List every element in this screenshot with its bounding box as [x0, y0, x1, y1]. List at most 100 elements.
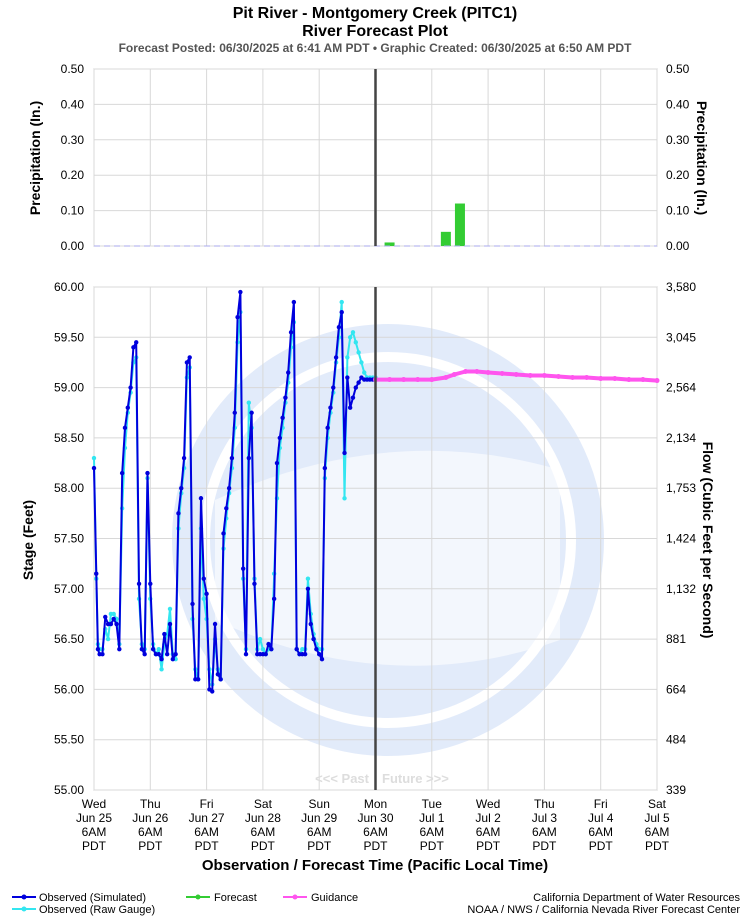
x-tick-label: Thu — [534, 797, 555, 811]
x-tick-label: Jul 1 — [419, 811, 445, 825]
series-point — [305, 576, 311, 581]
x-tick-label: Jun 26 — [132, 811, 168, 825]
series-point — [195, 677, 201, 682]
precip-yticks-left: 0.00 0.10 0.20 0.30 0.40 0.50 — [61, 62, 85, 253]
flow-ytick-label: 484 — [666, 733, 686, 747]
legend-label: Observed (Simulated) — [39, 892, 146, 904]
series-point — [131, 345, 136, 350]
stage-ytick-label: 58.00 — [54, 481, 84, 495]
series-point — [114, 621, 119, 627]
series-observed-simulated- — [91, 289, 378, 694]
series-point — [302, 651, 308, 657]
precip-ytick-label-right: 0.20 — [666, 168, 690, 182]
series-point — [339, 299, 344, 305]
precip-panel: 0.00 0.10 0.20 0.30 0.40 0.50 0.00 0.10 0.20 0.3… — [27, 62, 710, 253]
series-point — [190, 601, 195, 607]
series-point — [179, 486, 184, 491]
x-axis-label: Observation / Forecast Time (Pacific Loc… — [202, 857, 548, 874]
stage-ytick-label: 55.00 — [54, 783, 84, 797]
series-point — [280, 415, 285, 420]
series-point — [201, 596, 206, 602]
x-tick-label: PDT — [82, 839, 107, 853]
series-point — [108, 621, 114, 627]
series-point — [125, 405, 130, 410]
series-point — [499, 371, 505, 377]
series-point — [224, 506, 229, 511]
series-point — [91, 465, 97, 471]
stage-yticks-right: 339 484 664 881 1,132 1,424 1,753 2,134 2,564 3,0… — [666, 280, 696, 797]
x-tick-label: PDT — [251, 839, 276, 853]
x-tick-label: 6AM — [251, 825, 276, 839]
series-point — [401, 377, 407, 383]
series-point — [356, 350, 361, 355]
precip-ytick-label: 0.00 — [61, 239, 85, 253]
series-point — [238, 289, 243, 295]
series-point — [356, 380, 361, 385]
legend-forecast: Forecast — [186, 892, 257, 904]
stage-panel: 55.00 55.50 56.00 56.50 57.00 57.50 58.00 58.50… — [20, 280, 716, 797]
series-point — [266, 641, 271, 647]
series-point — [226, 486, 232, 491]
series-point — [145, 470, 150, 476]
x-tick-label: PDT — [420, 839, 445, 853]
series-point — [243, 651, 249, 657]
x-tick-label: 6AM — [194, 825, 219, 839]
precip-ylabel-right: Precipitation (In.) — [694, 101, 710, 215]
series-point — [350, 395, 356, 400]
series-point — [103, 614, 108, 620]
series-point — [111, 616, 116, 622]
stage-ytick-label: 58.50 — [54, 431, 84, 445]
series-point — [305, 586, 311, 591]
series-point — [474, 369, 480, 375]
x-tick-label: 6AM — [138, 825, 163, 839]
precip-ytick-label-right: 0.00 — [666, 239, 690, 253]
series-point — [210, 689, 215, 694]
series-point — [156, 646, 161, 652]
precip-ytick-label-right: 0.10 — [666, 204, 690, 218]
series-point — [167, 606, 173, 612]
x-tick-label: 6AM — [82, 825, 107, 839]
series-point — [274, 460, 280, 466]
stage-yticks-left: 55.00 55.50 56.00 56.50 57.00 57.50 58.00 58.50… — [54, 280, 84, 797]
posted-info: Forecast Posted: 06/30/2025 at 6:41 AM P… — [119, 41, 633, 55]
chart-title: Pit River - Montgomery Creek (PITC1) — [233, 5, 518, 22]
x-tick-label: 6AM — [476, 825, 501, 839]
series-point — [283, 395, 288, 400]
flow-ytick-label: 3,045 — [666, 330, 696, 344]
series-point — [134, 340, 139, 345]
x-tick-label: PDT — [138, 839, 163, 853]
series-point — [331, 385, 336, 390]
series-point — [170, 657, 176, 662]
series-point — [314, 646, 319, 652]
series-line — [375, 369, 658, 383]
series-point — [136, 581, 142, 586]
series-point — [353, 385, 358, 390]
series-point — [246, 455, 252, 461]
series-point — [91, 455, 97, 461]
flow-ytick-label: 881 — [666, 632, 686, 646]
stage-ytick-label: 59.50 — [54, 330, 84, 344]
series-point — [311, 636, 316, 642]
precip-ytick-label: 0.10 — [61, 204, 85, 218]
x-tick-label: Jun 27 — [189, 811, 225, 825]
series-point — [345, 375, 350, 380]
series-point — [176, 511, 181, 516]
x-tick-label: 6AM — [363, 825, 388, 839]
series-point — [105, 636, 111, 642]
legend-observed-simulated: Observed (Simulated) — [12, 892, 146, 904]
x-tick-label: Jul 3 — [532, 811, 558, 825]
series-point — [527, 373, 533, 379]
series-point — [95, 646, 101, 652]
series-point — [342, 496, 347, 501]
x-tick-label: Jun 28 — [245, 811, 281, 825]
flow-ytick-label: 2,134 — [666, 431, 696, 445]
series-point — [212, 621, 218, 627]
x-tick-label: Fri — [200, 797, 214, 811]
series-point — [117, 646, 122, 652]
series-guidance — [373, 369, 660, 384]
series-point — [269, 646, 274, 652]
x-tick-label: Jul 5 — [644, 811, 670, 825]
series-point — [288, 330, 294, 335]
series-point — [294, 646, 299, 652]
